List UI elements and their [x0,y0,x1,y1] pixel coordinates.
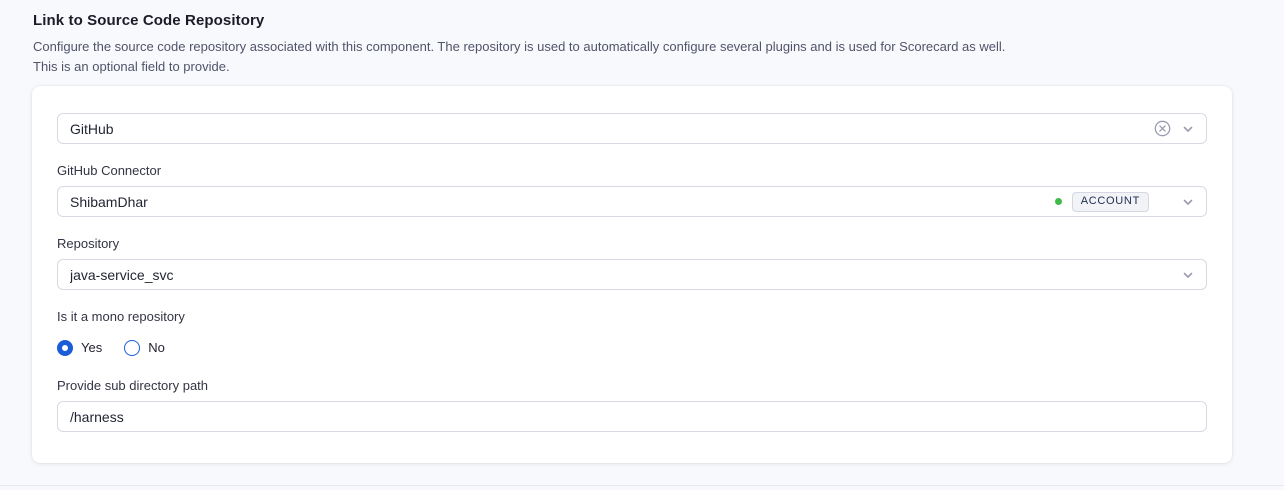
connector-field: GitHub Connector ACCOUNT [57,163,1207,217]
radio-no-icon[interactable] [124,339,141,356]
radio-yes-label: Yes [81,340,103,355]
sub-directory-label: Provide sub directory path [57,378,209,393]
page-title: Link to Source Code Repository [33,12,265,29]
radio-yes-icon[interactable] [57,339,73,356]
page-description-line1: Configure the source code repository ass… [33,39,1006,54]
sub-directory-field: Provide sub directory path [57,378,1207,432]
source-repo-card: GitHub Connector ACCOUNT Repository [32,86,1232,463]
page-description-line2: This is an optional field to provide. [33,59,230,74]
radio-option-yes[interactable]: Yes [57,339,103,356]
radio-no-label: No [148,340,165,355]
chevron-down-icon[interactable] [1181,268,1195,282]
bottom-divider [0,485,1284,486]
connector-label: GitHub Connector [57,163,162,178]
repository-input[interactable] [57,259,1207,290]
repository-field: Repository [57,236,1207,290]
connector-status-dot [1054,198,1062,205]
mono-repo-field: Is it a mono repository Yes No [57,309,1207,356]
page-header: Link to Source Code Repository Configure… [0,0,1284,77]
chevron-down-icon[interactable] [1181,195,1195,209]
mono-repo-label: Is it a mono repository [57,309,185,324]
provider-select-input[interactable] [57,113,1207,144]
radio-option-no[interactable]: No [124,339,165,356]
provider-select-field [57,113,1207,144]
chevron-down-icon[interactable] [1181,122,1195,136]
connector-scope-badge: ACCOUNT [1071,191,1149,212]
repository-label: Repository [57,236,120,251]
clear-selection-icon[interactable] [1154,120,1171,137]
sub-directory-input[interactable] [57,401,1207,432]
mono-repo-radio-group: Yes No [57,339,1207,356]
connector-input[interactable] [57,186,1207,217]
